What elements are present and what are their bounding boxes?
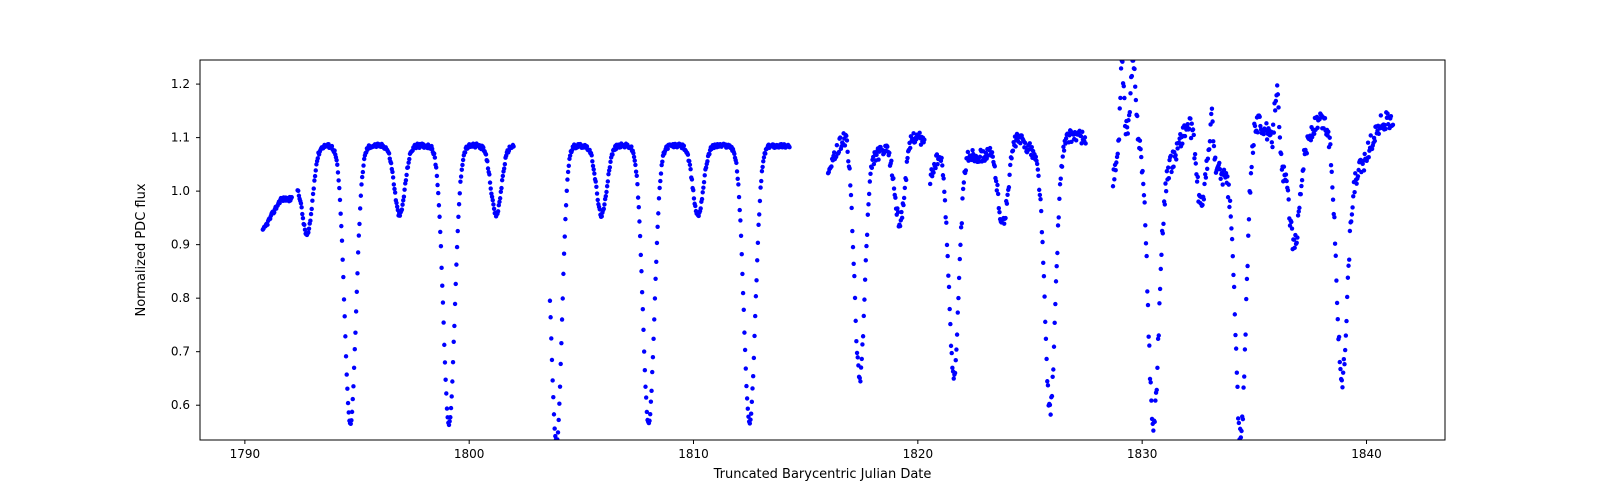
x-tick-label: 1810 xyxy=(678,447,709,461)
x-tick-label: 1820 xyxy=(903,447,934,461)
x-tick-label: 1840 xyxy=(1351,447,1382,461)
y-tick-label: 0.9 xyxy=(171,238,190,252)
y-tick-label: 0.6 xyxy=(171,398,190,412)
y-axis-label: Normalized PDC flux xyxy=(134,183,149,316)
y-tick-label: 1.1 xyxy=(171,131,190,145)
y-tick-label: 0.8 xyxy=(171,291,190,305)
x-axis-label: Truncated Barycentric Julian Date xyxy=(713,467,932,482)
chart-svg: 1790 1800 1810 1820 1830 1840 0.6 0.7 0.8 0.9 1.0 1… xyxy=(0,0,1600,500)
x-tick-label: 1830 xyxy=(1127,447,1158,461)
x-tick-label: 1800 xyxy=(454,447,485,461)
lightcurve-chart: 1790 1800 1810 1820 1830 1840 0.6 0.7 0.8 0.9 1.0 1… xyxy=(0,0,1600,500)
y-tick-label: 1.2 xyxy=(171,77,190,91)
x-tick-label: 1790 xyxy=(230,447,261,461)
y-tick-label: 0.7 xyxy=(171,345,190,359)
y-tick-label: 1.0 xyxy=(171,184,190,198)
